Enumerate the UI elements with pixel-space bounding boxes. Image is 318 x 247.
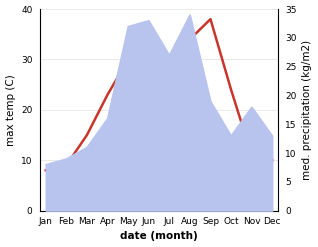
Y-axis label: max temp (C): max temp (C) [5,74,16,146]
Y-axis label: med. precipitation (kg/m2): med. precipitation (kg/m2) [302,40,313,180]
X-axis label: date (month): date (month) [120,231,198,242]
